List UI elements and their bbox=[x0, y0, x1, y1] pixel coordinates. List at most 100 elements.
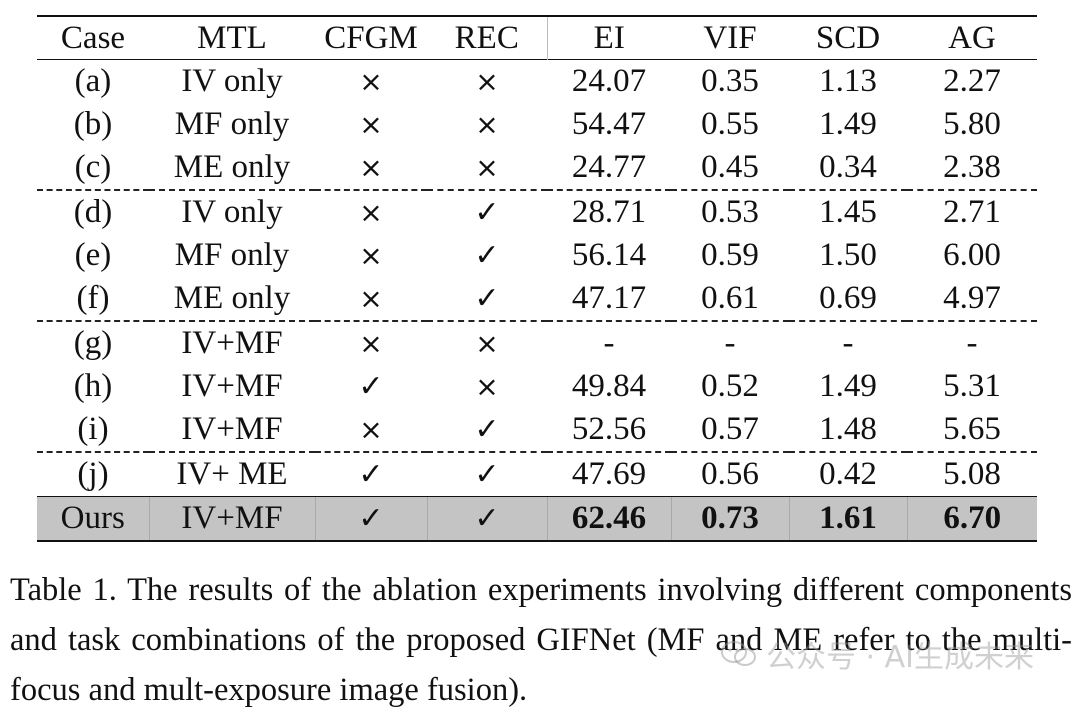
cell-ag: 2.71 bbox=[907, 189, 1037, 234]
cell-scd: 1.50 bbox=[819, 237, 877, 273]
cell-cfgm: × bbox=[359, 65, 383, 98]
cell-scd: 1.13 bbox=[819, 63, 877, 99]
cell-mtl: MF only bbox=[174, 237, 290, 273]
cell-scd: 0.42 bbox=[789, 451, 907, 497]
cell-rec: ✓ bbox=[427, 189, 547, 234]
table-caption: Table 1. The results of the ablation exp… bbox=[10, 565, 1072, 715]
table-row: (h) IV+MF ✓ × 49.84 0.52 1.49 5.31 bbox=[37, 365, 1037, 408]
cell-vif: 0.59 bbox=[701, 237, 759, 273]
cell-case: (h) bbox=[73, 368, 113, 404]
cell-case: (b) bbox=[73, 106, 113, 142]
cell-rec: ✓ bbox=[474, 238, 500, 273]
cell-scd: 1.49 bbox=[819, 106, 877, 142]
cell-case: (e) bbox=[74, 237, 112, 273]
cell-cfgm: × bbox=[359, 239, 383, 272]
cell-vif: 0.61 bbox=[701, 280, 759, 316]
header-mtl: MTL bbox=[197, 20, 267, 56]
cell-ei: 47.69 bbox=[547, 451, 671, 497]
cell-mtl: ME only bbox=[173, 280, 291, 316]
table-row: (g) IV+MF × × - - - - bbox=[37, 320, 1037, 365]
cell-vif: 0.35 bbox=[701, 63, 759, 99]
cell-mtl: IV only bbox=[181, 63, 283, 99]
cell-case: (a) bbox=[74, 63, 112, 99]
table-row: (d) IV only × ✓ 28.71 0.53 1.45 2.71 bbox=[37, 189, 1037, 234]
cell-ag: 5.08 bbox=[907, 451, 1037, 497]
header-ei: EI bbox=[546, 16, 671, 60]
cell-ei: 54.47 bbox=[571, 106, 647, 142]
cell-mtl: IV+MF bbox=[181, 411, 283, 447]
cell-scd: 0.69 bbox=[819, 280, 877, 316]
cell-rec: ✓ bbox=[474, 281, 500, 316]
cell-rec: ✓ bbox=[426, 496, 547, 542]
cell-ei: 49.84 bbox=[571, 368, 647, 404]
cell-ag: 2.38 bbox=[943, 149, 1001, 185]
cell-case: Ours bbox=[37, 496, 149, 542]
cell-case: (g) bbox=[37, 320, 149, 365]
cell-case: (d) bbox=[37, 189, 149, 234]
cell-ei: 62.46 bbox=[546, 496, 671, 542]
cell-ei: - bbox=[547, 320, 671, 365]
cell-vif: 0.55 bbox=[701, 106, 759, 142]
cell-rec: × bbox=[475, 151, 499, 184]
cell-ag: 5.65 bbox=[943, 411, 1001, 447]
cell-vif: 0.53 bbox=[671, 189, 789, 234]
cell-ei: 24.07 bbox=[571, 63, 647, 99]
cell-ag: 2.27 bbox=[943, 63, 1001, 99]
ablation-table-container: Case MTL CFGM REC EI VIF SCD AG (a) IV o… bbox=[37, 15, 1037, 542]
cell-mtl: ME only bbox=[173, 149, 291, 185]
cell-scd: 0.34 bbox=[819, 149, 877, 185]
cell-ei: 24.77 bbox=[571, 149, 647, 185]
table-header-row: Case MTL CFGM REC EI VIF SCD AG bbox=[37, 16, 1037, 60]
cell-cfgm: × bbox=[359, 108, 383, 141]
table-row: (a) IV only × × 24.07 0.35 1.13 2.27 bbox=[37, 60, 1037, 104]
cell-case: (i) bbox=[77, 411, 109, 447]
cell-rec: × bbox=[475, 65, 499, 98]
cell-mtl: IV+MF bbox=[149, 320, 315, 365]
table-row: (f) ME only × ✓ 47.17 0.61 0.69 4.97 bbox=[37, 277, 1037, 321]
cell-scd: 1.45 bbox=[789, 189, 907, 234]
cell-cfgm: × bbox=[315, 320, 427, 365]
cell-cfgm: × bbox=[359, 413, 383, 446]
cell-scd: - bbox=[789, 320, 907, 365]
cell-scd: 1.48 bbox=[819, 411, 877, 447]
cell-rec: ✓ bbox=[427, 451, 547, 497]
cell-case: (j) bbox=[37, 451, 149, 497]
header-vif: VIF bbox=[703, 20, 757, 56]
header-rec: REC bbox=[454, 20, 519, 56]
table-caption-text: Table 1. The results of the ablation exp… bbox=[10, 572, 1072, 708]
table-row: (e) MF only × ✓ 56.14 0.59 1.50 6.00 bbox=[37, 234, 1037, 277]
header-scd: SCD bbox=[815, 20, 881, 56]
cell-rec: ✓ bbox=[474, 412, 500, 447]
cell-ag: 4.97 bbox=[943, 280, 1001, 316]
cell-ag: 6.00 bbox=[943, 237, 1001, 273]
cell-ei: 47.17 bbox=[571, 280, 647, 316]
cell-vif: 0.73 bbox=[670, 496, 789, 542]
cell-cfgm: × bbox=[359, 282, 383, 315]
cell-ei: 56.14 bbox=[571, 237, 647, 273]
cell-mtl: MF only bbox=[174, 106, 290, 142]
cell-mtl: IV+MF bbox=[181, 368, 283, 404]
cell-cfgm: ✓ bbox=[314, 496, 427, 542]
cell-rec: × bbox=[427, 320, 547, 365]
header-case: Case bbox=[60, 20, 126, 56]
table-row-ours: Ours IV+MF ✓ ✓ 62.46 0.73 1.61 6.70 bbox=[37, 496, 1037, 542]
header-ag: AG bbox=[948, 20, 996, 56]
cell-vif: - bbox=[671, 320, 789, 365]
cell-cfgm: ✓ bbox=[358, 369, 384, 404]
cell-ei: 28.71 bbox=[547, 189, 671, 234]
cell-cfgm: × bbox=[315, 189, 427, 234]
cell-case: (c) bbox=[74, 149, 112, 185]
cell-mtl: IV+ ME bbox=[149, 451, 315, 497]
header-cfgm: CFGM bbox=[324, 20, 418, 56]
cell-mtl: IV+MF bbox=[148, 496, 315, 542]
table-row: (c) ME only × × 24.77 0.45 0.34 2.38 bbox=[37, 146, 1037, 190]
cell-scd: 1.61 bbox=[788, 496, 907, 542]
cell-ag: - bbox=[907, 320, 1037, 365]
cell-cfgm: ✓ bbox=[315, 451, 427, 497]
cell-vif: 0.45 bbox=[701, 149, 759, 185]
cell-rec: × bbox=[475, 108, 499, 141]
cell-ag: 5.80 bbox=[943, 106, 1001, 142]
table-row: (b) MF only × × 54.47 0.55 1.49 5.80 bbox=[37, 103, 1037, 146]
cell-vif: 0.56 bbox=[671, 451, 789, 497]
cell-mtl: IV only bbox=[149, 189, 315, 234]
